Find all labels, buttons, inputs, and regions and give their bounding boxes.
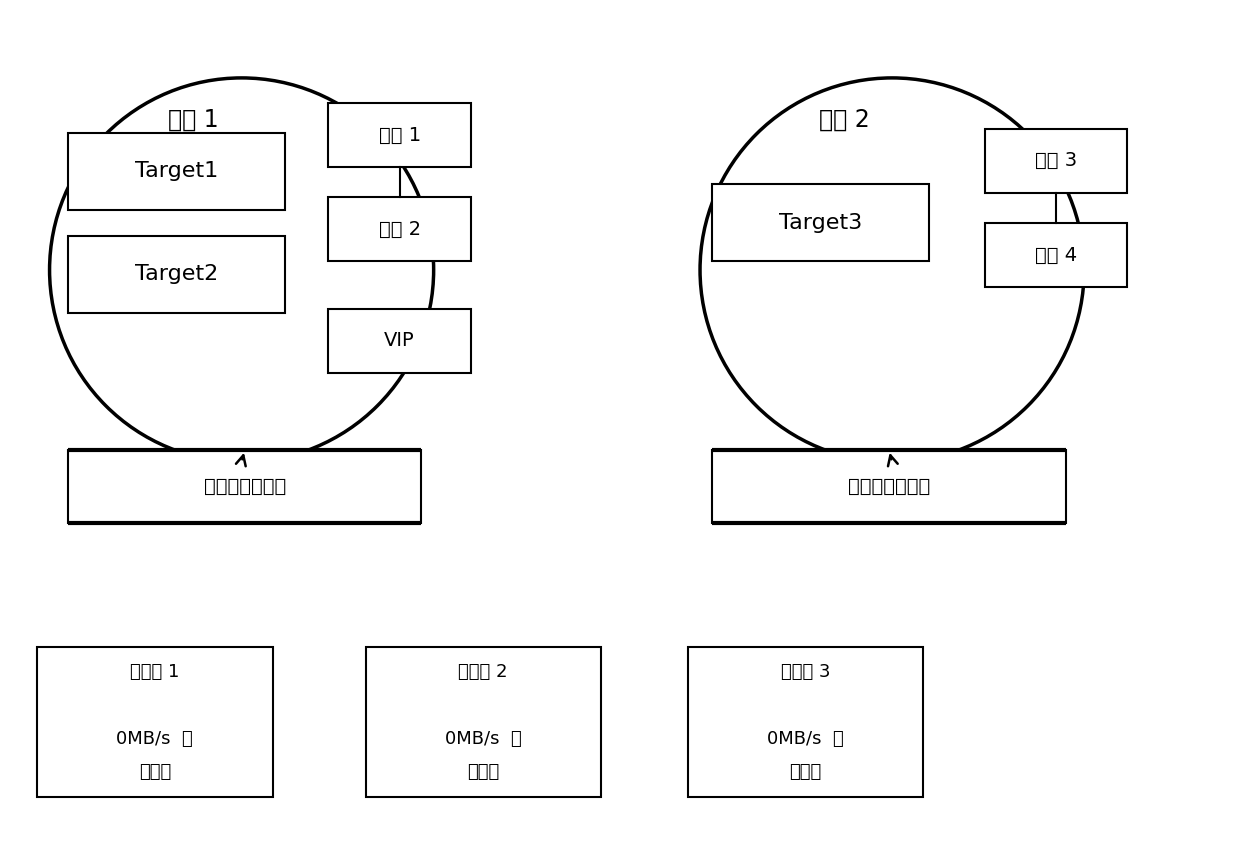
Bar (37, 647, 273, 797)
Text: 计算各网卡负载: 计算各网卡负载 (847, 476, 930, 496)
Text: Target3: Target3 (779, 213, 862, 233)
Text: 0MB/s  读: 0MB/s 读 (116, 729, 193, 747)
Text: 客户端 3: 客户端 3 (781, 663, 830, 681)
Text: 网卡 2: 网卡 2 (379, 219, 420, 239)
Text: VIP: VIP (384, 331, 415, 351)
Text: 0MB/s  读: 0MB/s 读 (445, 729, 522, 747)
Text: 计算各网卡负载: 计算各网卡负载 (203, 476, 286, 496)
Bar (712, 450, 1066, 523)
Bar (712, 184, 929, 261)
Bar (68, 133, 285, 210)
Text: Target1: Target1 (135, 161, 218, 182)
Bar (68, 450, 421, 523)
Text: 写速度: 写速度 (789, 763, 821, 781)
Bar (328, 197, 471, 261)
Text: 网卡 1: 网卡 1 (379, 125, 420, 145)
Bar (328, 309, 471, 373)
Text: 写速度: 写速度 (467, 763, 499, 781)
Bar (328, 103, 471, 167)
Bar (985, 223, 1127, 287)
Text: Target2: Target2 (135, 264, 218, 285)
Bar (985, 129, 1127, 193)
Text: 0MB/s  读: 0MB/s 读 (767, 729, 844, 747)
Text: 客户端 2: 客户端 2 (458, 663, 508, 681)
Text: 节点 1: 节点 1 (169, 108, 219, 132)
Bar (688, 647, 923, 797)
Bar (366, 647, 601, 797)
Text: 网卡 3: 网卡 3 (1036, 151, 1077, 171)
Bar (68, 236, 285, 313)
Text: 写速度: 写速度 (139, 763, 171, 781)
Text: 节点 2: 节点 2 (819, 108, 870, 132)
Text: 客户端 1: 客户端 1 (130, 663, 180, 681)
Text: 网卡 4: 网卡 4 (1036, 245, 1077, 265)
